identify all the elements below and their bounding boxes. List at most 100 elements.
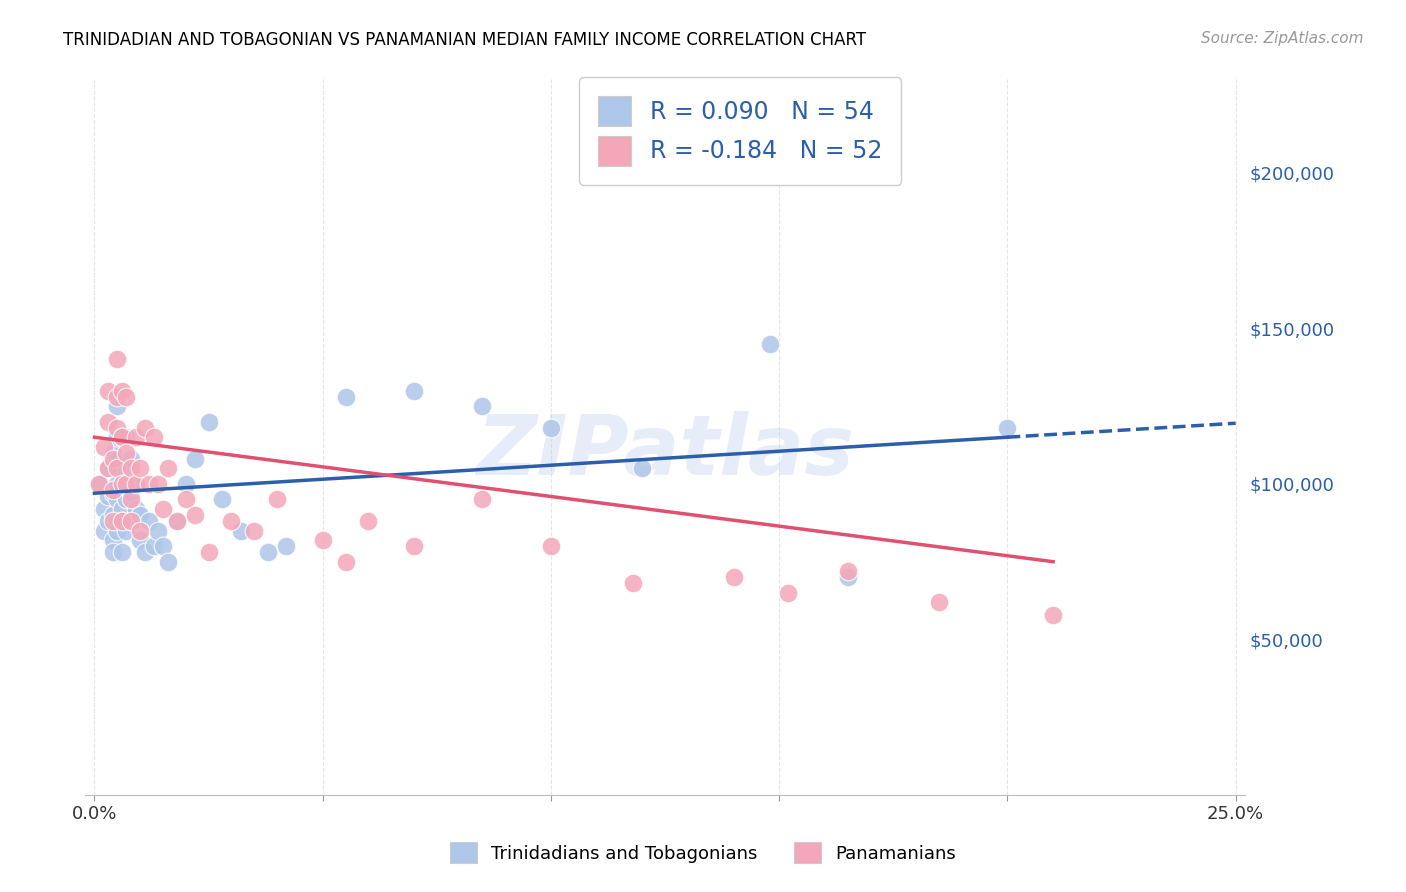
Text: ZIPatlas: ZIPatlas [477,411,853,492]
Point [101,483,124,497]
Point [120,461,142,475]
Point [101,514,124,528]
Point [101,545,124,559]
Point [93,524,115,538]
Point [142,430,165,444]
Point [221,514,243,528]
Point [105,390,128,404]
Point [111,430,134,444]
Point [124,476,146,491]
Point [87,476,110,491]
Point [111,514,134,528]
Point [105,399,128,413]
Point [759,337,782,351]
Point [111,545,134,559]
Point [97,489,120,503]
Point [166,514,188,528]
Point [105,514,128,528]
Point [101,486,124,500]
Point [266,492,288,507]
Point [148,476,170,491]
Point [184,508,207,522]
Point [105,421,128,435]
Point [115,390,138,404]
Legend: R = 0.090   N = 54, R = -0.184   N = 52: R = 0.090 N = 54, R = -0.184 N = 52 [579,77,901,185]
Point [111,476,134,491]
Point [471,399,494,413]
Point [97,461,120,475]
Point [243,524,266,538]
Point [87,476,110,491]
Point [97,514,120,528]
Point [101,508,124,522]
Point [111,461,134,475]
Point [129,461,152,475]
Point [120,514,142,528]
Point [120,514,142,528]
Point [997,421,1019,435]
Point [115,446,138,460]
Point [540,421,562,435]
Point [111,476,134,491]
Legend: Trinidadians and Tobagonians, Panamanians: Trinidadians and Tobagonians, Panamanian… [441,833,965,872]
Text: Source: ZipAtlas.com: Source: ZipAtlas.com [1201,31,1364,46]
Point [928,595,950,609]
Point [621,576,644,591]
Point [312,533,335,547]
Point [97,461,120,475]
Point [357,514,380,528]
Point [156,461,179,475]
Point [115,430,138,444]
Point [156,555,179,569]
Point [93,501,115,516]
Point [111,514,134,528]
Point [837,564,859,578]
Point [211,492,233,507]
Point [97,384,120,398]
Point [257,545,280,559]
Point [138,514,160,528]
Point [105,461,128,475]
Point [115,476,138,491]
Point [152,539,174,553]
Point [129,524,152,538]
Point [101,452,124,467]
Point [402,539,425,553]
Point [152,501,174,516]
Point [134,421,156,435]
Point [101,533,124,547]
Point [723,570,745,584]
Point [148,524,170,538]
Point [115,492,138,507]
Point [778,586,800,600]
Point [166,514,188,528]
Point [111,430,134,444]
Point [120,492,142,507]
Point [124,501,146,516]
Point [471,492,494,507]
Point [184,452,207,467]
Point [197,415,219,429]
Point [93,440,115,454]
Point [120,486,142,500]
Point [540,539,562,553]
Point [631,461,654,475]
Point [120,452,142,467]
Point [105,492,128,507]
Point [174,476,197,491]
Point [129,508,152,522]
Point [402,384,425,398]
Point [837,570,859,584]
Point [111,501,134,516]
Point [134,545,156,559]
Point [129,533,152,547]
Point [105,352,128,367]
Point [276,539,298,553]
Point [97,415,120,429]
Point [197,545,219,559]
Point [1042,607,1064,622]
Point [105,524,128,538]
Point [105,430,128,444]
Point [105,476,128,491]
Point [101,446,124,460]
